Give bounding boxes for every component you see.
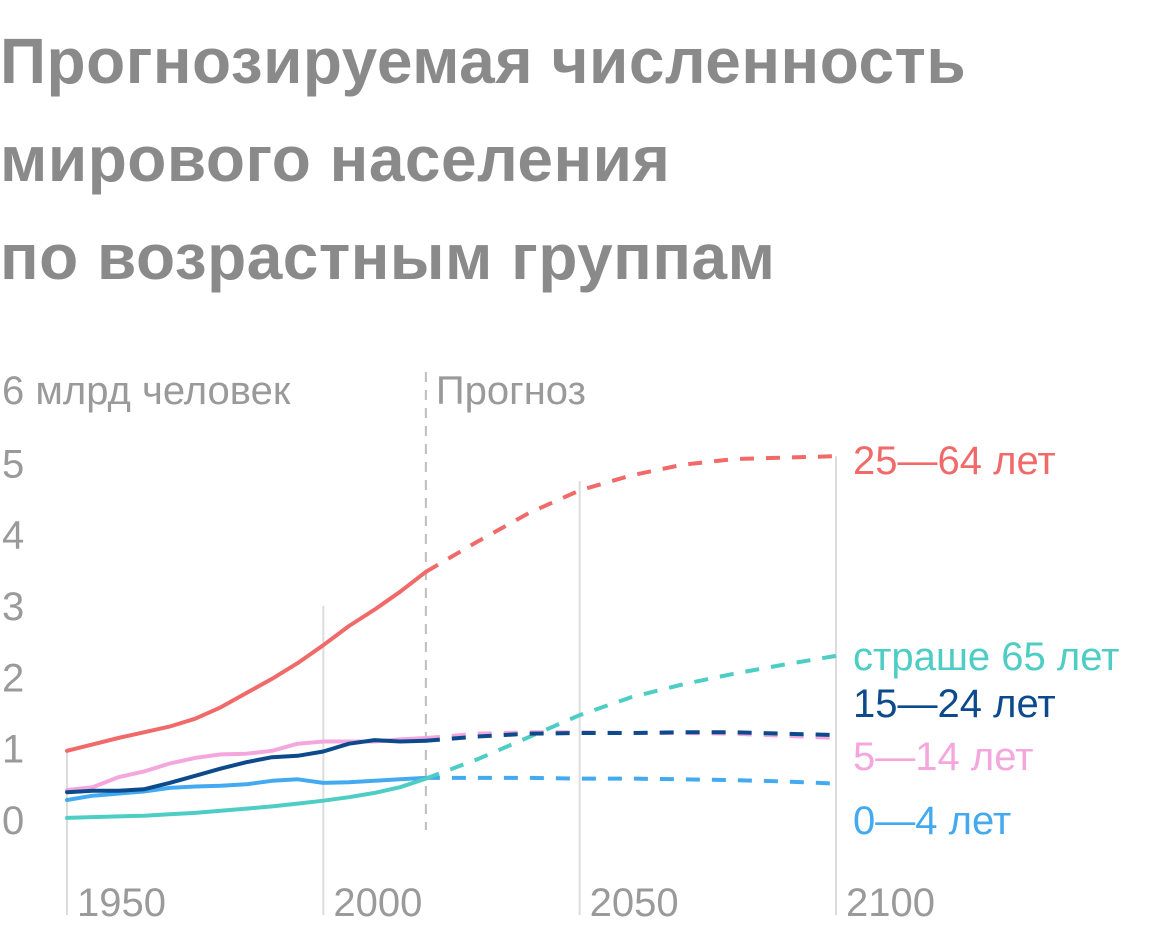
series-label: 5—14 лет: [853, 735, 1033, 779]
x-tick-label: 2050: [590, 881, 679, 925]
forecast-label: Прогноз: [436, 369, 586, 413]
series-label: 15—24 лет: [853, 682, 1056, 726]
series-line-historical: [65, 775, 428, 802]
y-tick-label: 5: [2, 442, 24, 486]
series-label: 25—64 лет: [853, 439, 1056, 483]
y-axis-label: 6 млрд человек: [2, 369, 291, 413]
series-line-forecast: [425, 730, 837, 743]
y-tick-label: 4: [2, 514, 24, 558]
x-tick-label: 2000: [333, 881, 422, 925]
forecast-divider: Прогноз: [424, 369, 586, 830]
y-tick-label: 0: [2, 799, 24, 843]
gridlines: [66, 456, 837, 915]
x-tick-label: 1950: [77, 881, 166, 925]
series-line-historical: [65, 569, 428, 753]
y-tick-label: 3: [2, 585, 24, 629]
x-axis: 1950 2000 2050 2100: [77, 881, 935, 925]
y-tick-label: 2: [2, 656, 24, 700]
title-line-1: Прогнозируемая численность: [0, 25, 967, 97]
series-line-forecast: [425, 653, 837, 781]
series-lines: [65, 454, 837, 820]
y-tick-label: 1: [2, 728, 24, 772]
title-line-3: по возрастным группам: [0, 221, 776, 293]
series-line-forecast: [425, 775, 837, 786]
series-label: страше 65 лет: [853, 635, 1119, 679]
series-line-historical: [65, 738, 428, 795]
title-line-2: мирового населения: [0, 123, 671, 195]
series-label: 0—4 лет: [853, 799, 1011, 843]
series-line-historical: [65, 776, 428, 820]
chart-title: Прогнозируемая численность мирового насе…: [0, 12, 1160, 306]
x-tick-label: 2100: [846, 881, 935, 925]
y-axis: 6 млрд человек 0 1 2 3 4 5: [2, 369, 291, 843]
series-line-forecast: [424, 454, 837, 574]
